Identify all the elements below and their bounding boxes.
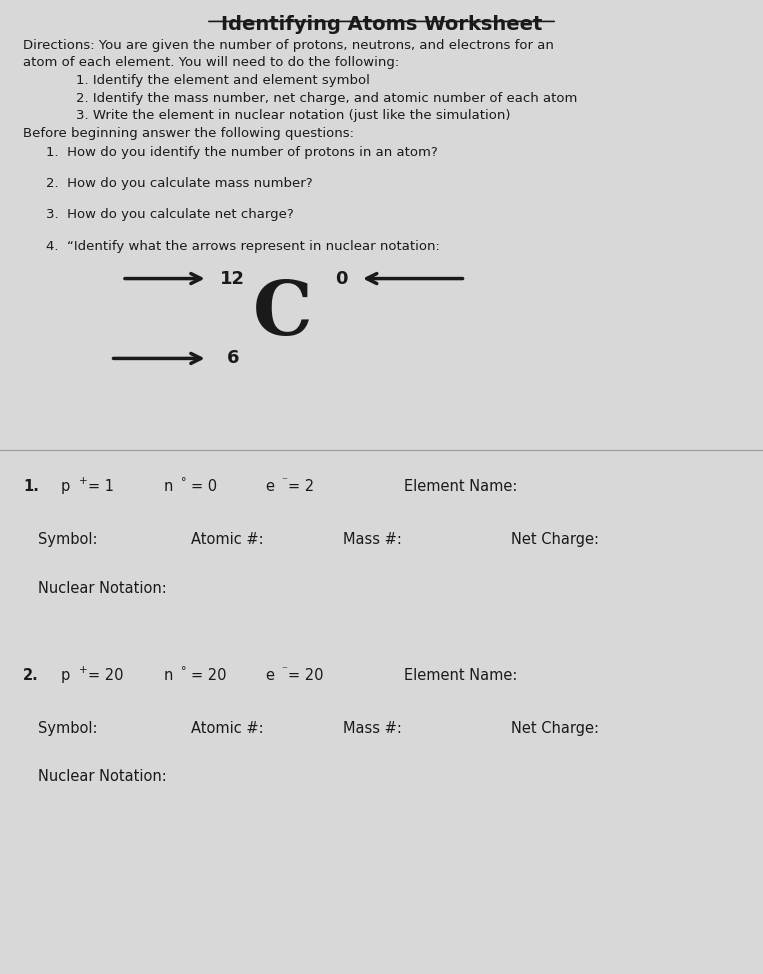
Text: 12: 12: [221, 270, 245, 287]
Text: Nuclear Notation:: Nuclear Notation:: [38, 769, 167, 784]
Text: e: e: [266, 479, 275, 494]
Text: Atomic #:: Atomic #:: [191, 532, 263, 546]
Text: atom of each element. You will need to do the following:: atom of each element. You will need to d…: [23, 56, 399, 69]
Text: 0: 0: [336, 270, 348, 287]
Text: °: °: [181, 666, 186, 676]
Text: 3.  How do you calculate net charge?: 3. How do you calculate net charge?: [46, 208, 294, 221]
Text: C: C: [253, 279, 312, 351]
Text: 1.  How do you identify the number of protons in an atom?: 1. How do you identify the number of pro…: [46, 146, 437, 159]
Text: ⁻: ⁻: [282, 665, 288, 675]
Text: 4.  “Identify what the arrows represent in nuclear notation:: 4. “Identify what the arrows represent i…: [46, 240, 439, 252]
Text: 2. Identify the mass number, net charge, and atomic number of each atom: 2. Identify the mass number, net charge,…: [76, 92, 578, 104]
Text: 1. Identify the element and element symbol: 1. Identify the element and element symb…: [76, 74, 370, 87]
Text: n: n: [164, 668, 173, 683]
Text: 2.: 2.: [23, 668, 39, 683]
Text: Directions: You are given the number of protons, neutrons, and electrons for an: Directions: You are given the number of …: [23, 39, 554, 52]
Text: p: p: [61, 479, 70, 494]
Text: Symbol:: Symbol:: [38, 721, 98, 735]
Text: = 20: = 20: [288, 668, 324, 683]
Text: Atomic #:: Atomic #:: [191, 721, 263, 735]
Text: Element Name:: Element Name:: [404, 668, 518, 683]
Text: = 1: = 1: [88, 479, 114, 494]
Text: Before beginning answer the following questions:: Before beginning answer the following qu…: [23, 127, 354, 139]
Text: Nuclear Notation:: Nuclear Notation:: [38, 581, 167, 595]
Text: 1.: 1.: [23, 479, 39, 494]
Text: Net Charge:: Net Charge:: [511, 532, 599, 546]
Text: Mass #:: Mass #:: [343, 532, 402, 546]
Text: e: e: [266, 668, 275, 683]
Text: 2.  How do you calculate mass number?: 2. How do you calculate mass number?: [46, 177, 312, 190]
Text: °: °: [181, 477, 186, 487]
Text: = 0: = 0: [191, 479, 217, 494]
Text: = 20: = 20: [88, 668, 124, 683]
Text: p: p: [61, 668, 70, 683]
Text: Net Charge:: Net Charge:: [511, 721, 599, 735]
Text: n: n: [164, 479, 173, 494]
Text: 3. Write the element in nuclear notation (just like the simulation): 3. Write the element in nuclear notation…: [76, 109, 510, 122]
Text: Symbol:: Symbol:: [38, 532, 98, 546]
Text: +: +: [79, 665, 88, 675]
Text: 6: 6: [227, 350, 239, 367]
Text: = 2: = 2: [288, 479, 314, 494]
Text: = 20: = 20: [191, 668, 227, 683]
Text: Element Name:: Element Name:: [404, 479, 518, 494]
Text: Mass #:: Mass #:: [343, 721, 402, 735]
Text: Identifying Atoms Worksheet: Identifying Atoms Worksheet: [221, 15, 542, 34]
Text: +: +: [79, 476, 88, 486]
Text: ⁻: ⁻: [282, 476, 288, 486]
